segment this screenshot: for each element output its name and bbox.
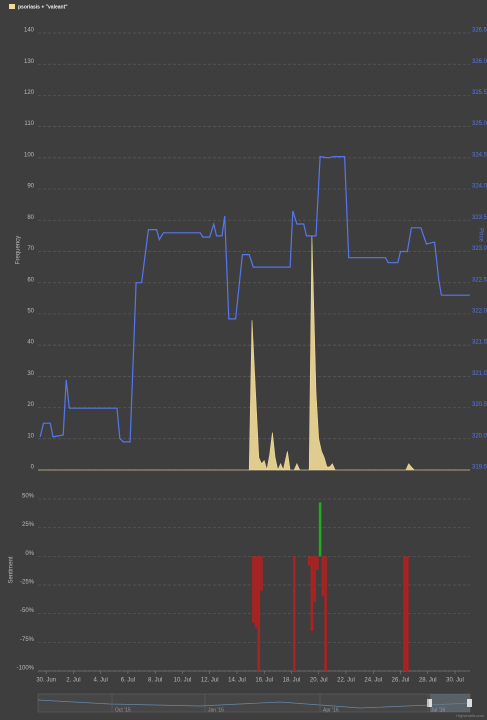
navigator-handle[interactable]	[467, 699, 472, 707]
y2-tick-label: 319.50	[472, 465, 487, 471]
navigator-label: Jul '16	[431, 707, 446, 713]
y-tick-label: 100	[24, 152, 35, 158]
x-tick-label: 22. Jul	[337, 678, 355, 684]
x-tick-label: 8. Jul	[148, 678, 162, 684]
bar	[316, 556, 319, 571]
y-tick-label: 50%	[22, 494, 35, 500]
x-tick-label: 10. Jul	[174, 678, 192, 684]
navigator-label: Jan '16	[208, 707, 224, 713]
bar	[321, 556, 325, 597]
y-tick-label: 0	[31, 465, 35, 471]
navigator-label: Oct '15	[115, 707, 131, 713]
bar	[257, 556, 261, 671]
area	[38, 235, 470, 471]
bar	[252, 556, 255, 623]
x-tick-label: 30. Jun	[36, 678, 56, 684]
credits: Highcharts.com	[456, 713, 484, 718]
x-tick-label: 14. Jul	[228, 678, 246, 684]
y-tick-label: -75%	[20, 637, 35, 643]
y-tick-label: 70	[27, 246, 34, 252]
x-tick-label: 16. Jul	[255, 678, 273, 684]
y-tick-label: 25%	[22, 522, 35, 528]
bar	[313, 556, 316, 603]
x-tick-label: 6. Jul	[121, 678, 135, 684]
bar	[310, 556, 314, 631]
y2-tick-label: 326.50	[472, 28, 487, 34]
y2-tick-label: 322.00	[472, 309, 487, 315]
y-tick-label: 0%	[25, 551, 34, 557]
y-tick-label: 20	[27, 402, 34, 408]
y-tick-label: 90	[27, 184, 34, 190]
navigator[interactable]	[37, 693, 472, 713]
y2-tick-label: 324.00	[472, 184, 487, 190]
y2-tick-label: 320.50	[472, 402, 487, 408]
legend-swatch[interactable]	[9, 4, 15, 9]
y-tick-label: 120	[24, 90, 35, 96]
y2-tick-label: 323.50	[472, 215, 487, 221]
y-tick-label: 10	[27, 433, 34, 439]
y2-tick-label: 325.00	[472, 121, 487, 127]
y2-axis-title: Price	[477, 228, 483, 242]
y2-tick-label: 324.50	[472, 152, 487, 158]
y-tick-label: -25%	[20, 580, 35, 586]
navigator-handle[interactable]	[427, 699, 432, 707]
bar	[318, 502, 322, 557]
y-tick-label: 130	[24, 59, 35, 65]
x-tick-label: 26. Jul	[392, 678, 410, 684]
y-tick-label: -100%	[17, 666, 35, 672]
y-tick-label: 110	[24, 121, 34, 127]
y2-tick-label: 321.50	[472, 340, 487, 346]
x-tick-label: 18. Jul	[283, 678, 301, 684]
x-tick-label: 2. Jul	[66, 678, 80, 684]
y2-tick-label: 323.00	[472, 246, 487, 252]
y-tick-label: -50%	[20, 608, 35, 614]
y-tick-label: 50	[27, 309, 34, 315]
x-tick-label: 20. Jul	[310, 678, 328, 684]
x-tick-label: 24. Jul	[364, 678, 382, 684]
y2-tick-label: 321.00	[472, 371, 487, 377]
navigator-selection[interactable]	[430, 694, 470, 712]
y2-tick-label: 320.00	[472, 433, 487, 439]
y-tick-label: 140	[24, 28, 35, 34]
y-tick-label: 40	[27, 340, 34, 346]
y-axis-title: Frequency	[16, 236, 22, 264]
y2-tick-label: 325.50	[472, 90, 487, 96]
y2-tick-label: 326.00	[472, 59, 487, 65]
y-tick-label: 30	[27, 371, 34, 377]
bar	[403, 556, 406, 671]
y2-tick-label: 322.50	[472, 277, 487, 283]
bar	[406, 556, 409, 671]
navigator-label: Apr '16	[323, 707, 339, 713]
y-tick-label: 80	[27, 215, 34, 221]
y-tick-label: 60	[27, 277, 34, 283]
bar	[260, 556, 263, 591]
bar	[307, 556, 311, 566]
bar	[324, 556, 327, 671]
legend-label[interactable]: psoriasis + "valeant"	[18, 4, 68, 10]
bar	[254, 556, 258, 628]
x-tick-label: 4. Jul	[94, 678, 108, 684]
bar	[292, 556, 296, 671]
y-axis-title: Sentiment	[9, 556, 15, 583]
x-tick-label: 12. Jul	[201, 678, 219, 684]
line	[39, 155, 470, 443]
x-tick-label: 30. Jul	[446, 678, 464, 684]
x-tick-label: 28. Jul	[419, 678, 437, 684]
